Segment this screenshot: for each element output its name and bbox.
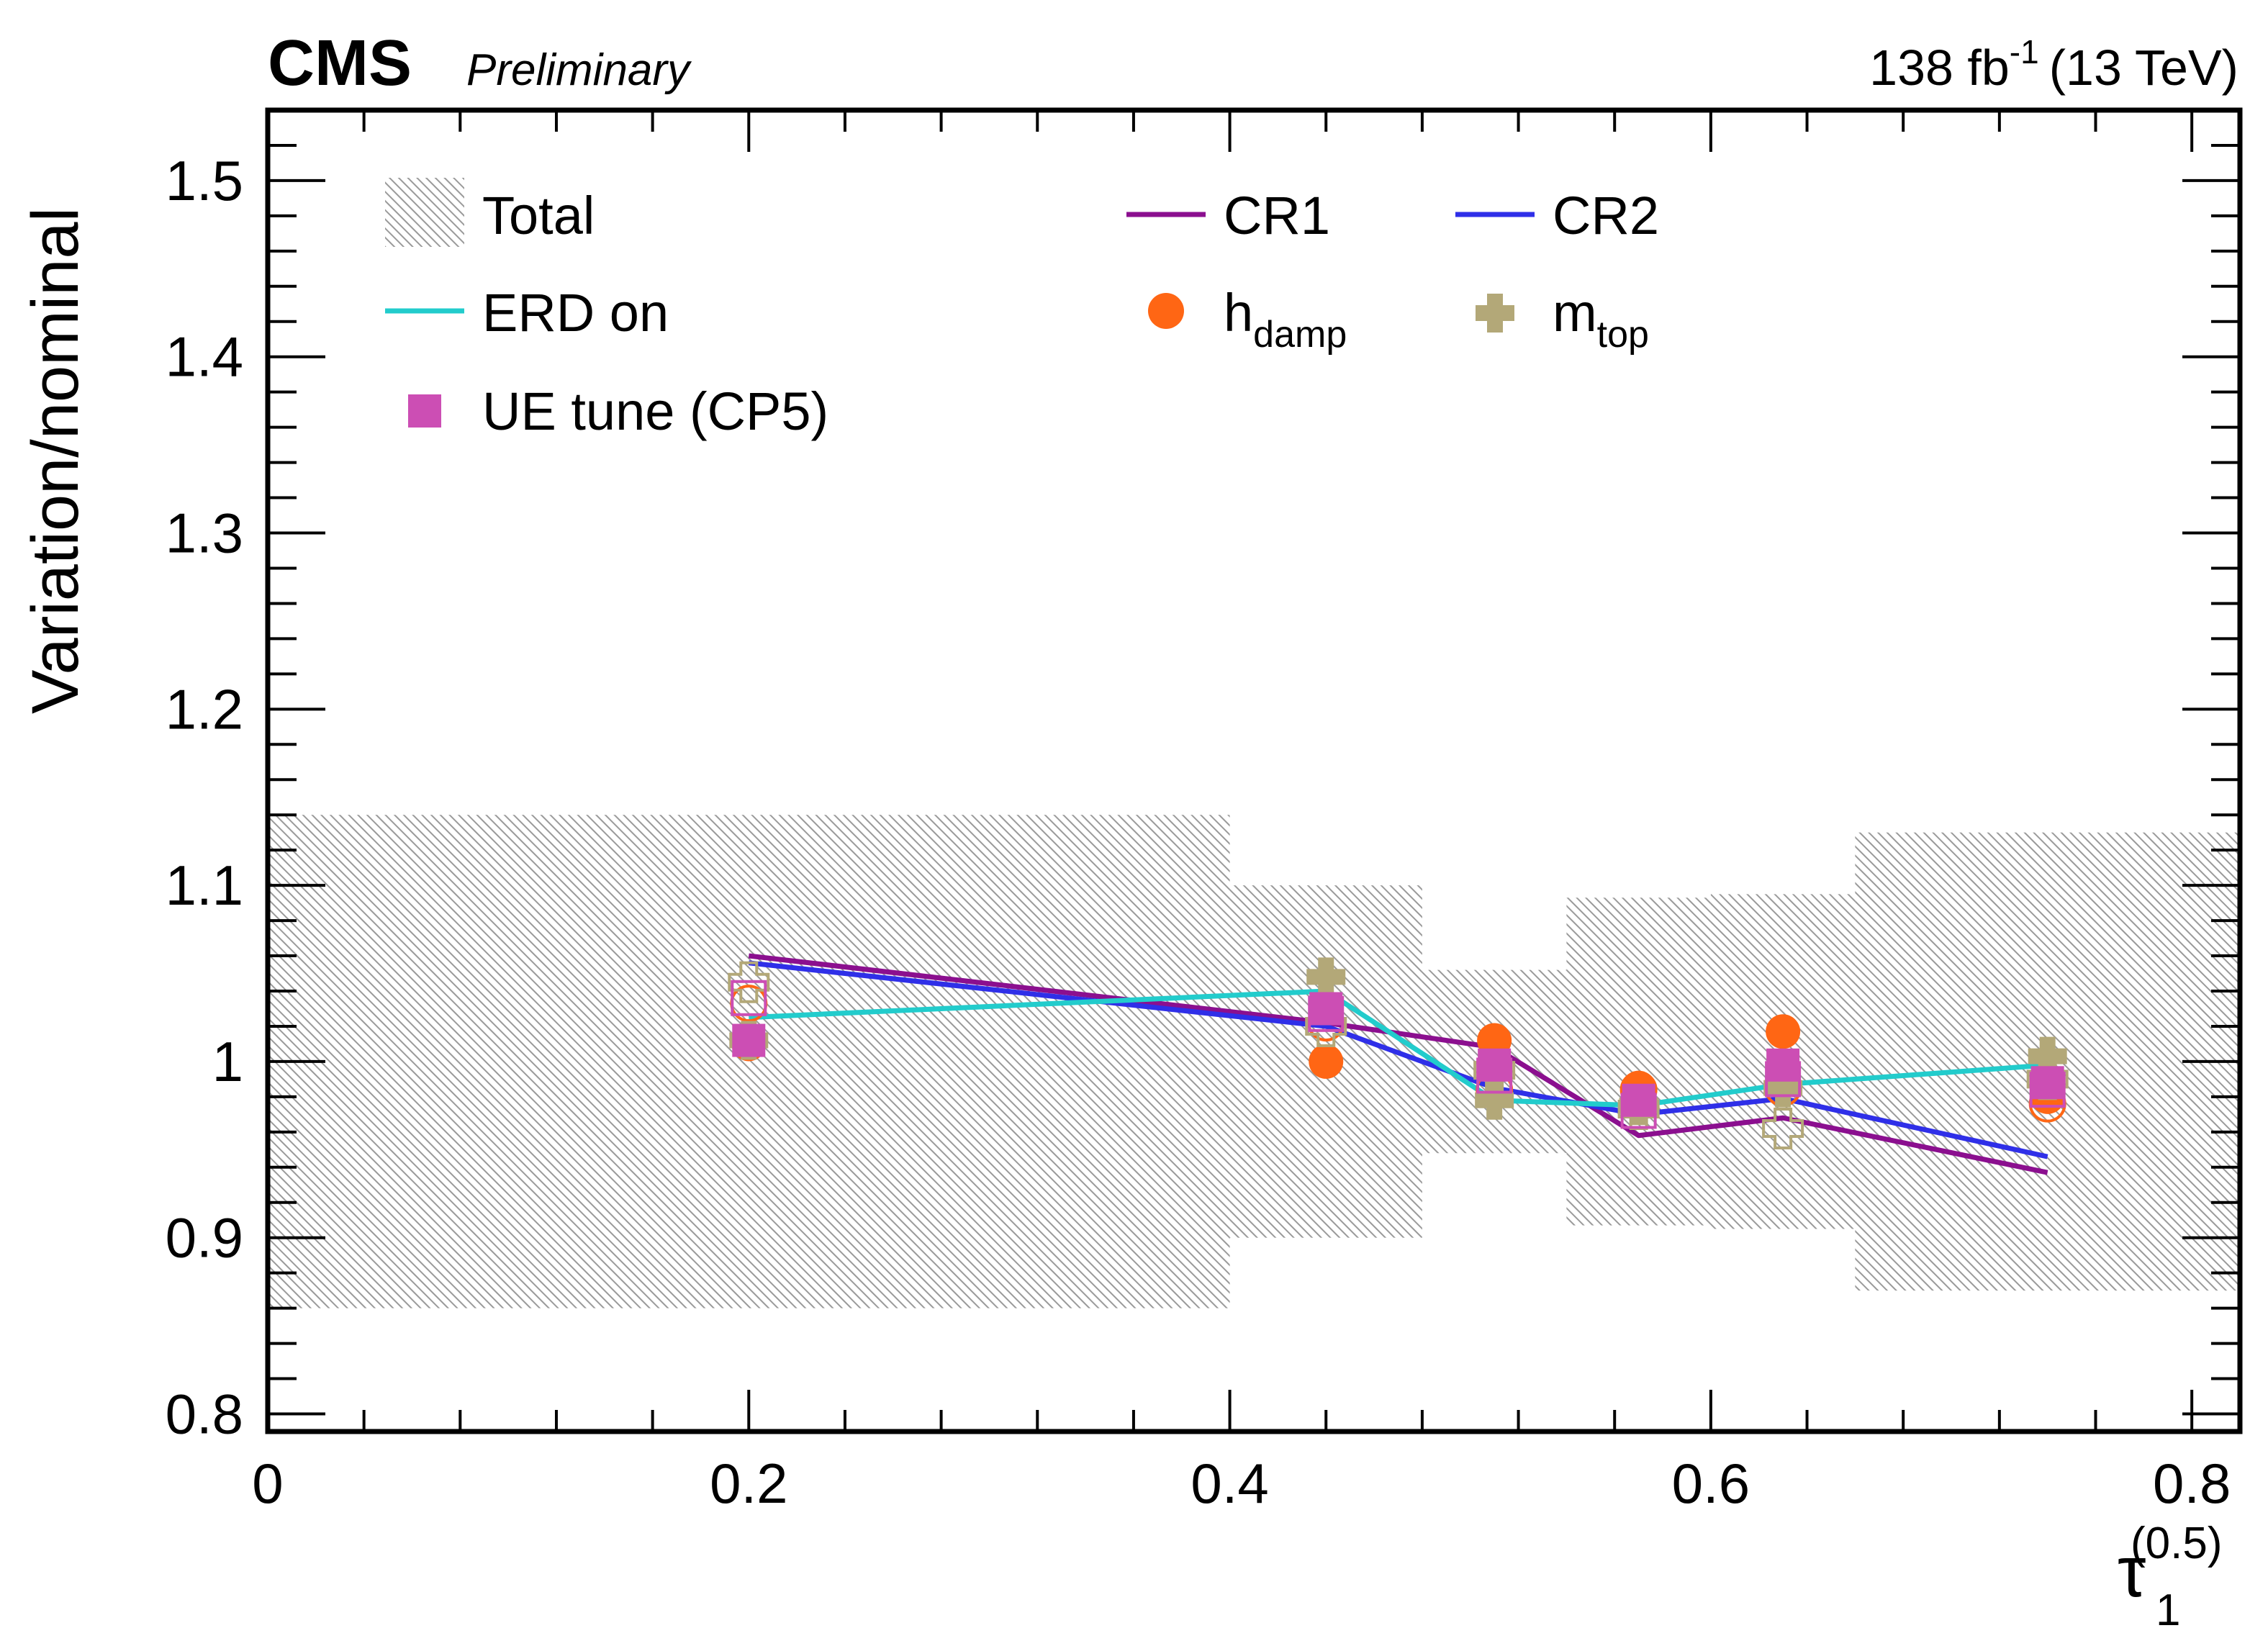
x-axis-subscript: 1 [2156,1586,2180,1628]
x-tick-label-2: 0.4 [1191,1452,1268,1515]
y-tick-label-0: 0.8 [166,1383,243,1446]
energy-label: (13 TeV) [2049,40,2238,96]
y-tick-label-2: 1 [212,1030,243,1093]
y-axis-title: Variation/nominal [19,207,92,714]
legend-total-swatch [385,178,464,247]
marker-ue-up-0 [732,1023,766,1057]
plot-frame [265,107,2243,1434]
legend-mtop-sub: top [1597,314,1649,356]
legend-mtop-main: m [1553,283,1597,343]
lumi-exponent: -1 [2010,33,2039,71]
marker-mtop-down-0 [728,961,770,1003]
x-axis-symbol: τ [2118,1532,2146,1612]
x-tick-label-1: 0.2 [710,1452,787,1515]
lumi-value: 138 fb [1869,40,2010,96]
legend-erd-label: ERD on [482,283,669,343]
marker-ue-down-0 [731,980,767,1016]
legend-cr1-label: CR1 [1224,186,1330,245]
y-tick-label-1: 0.9 [166,1206,243,1270]
marker-mtop-up-1 [1306,957,1346,997]
band-bin-0 [268,815,1230,1308]
x-tick-label-4: 0.8 [2153,1452,2231,1515]
series-line-erd-on [749,988,2048,1108]
legend-hdamp-sub: damp [1253,314,1347,356]
legend-ue-marker [408,394,441,428]
marker-hdamp-up-1 [1309,1044,1344,1079]
marker-mtop-down-4 [1762,1107,1804,1149]
x-axis-superscript: (0.5) [2131,1519,2222,1568]
marker-mtop-up-2 [1475,1080,1514,1120]
marker-ue-down-5 [2029,1072,2066,1108]
experiment-label: CMS [268,27,412,99]
series-lines [748,953,2048,1175]
legend-hdamp-label: hdamp [1224,283,1347,356]
y-tick-labels: 0.8 0.9 1 1.1 1.2 1.3 1.4 1.5 [166,149,243,1446]
x-tick-label-3: 0.6 [1672,1452,1750,1515]
marker-ue-up-4 [1766,1048,1800,1082]
x-axis-title: τ [2118,1532,2146,1612]
y-tick-label-7: 1.5 [166,149,243,212]
marker-mtop-up-5 [2028,1036,2067,1076]
y-tick-label-3: 1.1 [166,854,243,917]
x-tick-label-0: 0 [252,1452,283,1515]
marker-hdamp-up-4 [1766,1014,1801,1049]
marker-ue-down-4 [1765,1061,1802,1098]
legend-hdamp-main: h [1224,283,1253,343]
marker-mtop-up-4 [1763,1068,1803,1108]
marker-ue-down-1 [1308,995,1345,1032]
band-bin-3 [1566,897,1711,1226]
legend-cr2-label: CR2 [1553,186,1659,245]
marker-ue-down-2 [1476,1057,1513,1094]
legend-ue-label: UE tune (CP5) [482,381,828,441]
marker-ue-up-5 [2030,1066,2064,1100]
axis-ticks [266,109,2240,1432]
y-tick-label-5: 1.3 [166,502,243,565]
status-label: Preliminary [466,45,692,95]
lumi-label: 138 fb-1 (13 TeV) [1869,33,2238,96]
marker-ue-up-3 [1622,1083,1655,1117]
uncertainty-band [268,815,2240,1308]
marker-ue-down-3 [1620,1093,1657,1129]
y-tick-label-4: 1.2 [166,677,243,741]
series-line-cr1 [748,953,2048,1175]
x-tick-labels: 0 0.2 0.4 0.6 0.8 [252,1452,2231,1515]
series-markers [728,957,2069,1149]
legend-mtop-marker [1476,294,1514,333]
legend-total-label: Total [482,186,595,245]
legend-hdamp-marker [1148,293,1184,329]
marker-ue-up-2 [1478,1048,1512,1082]
y-tick-label-6: 1.4 [166,325,243,389]
legend: Total ERD on UE tune (CP5) CR1 CR2 hdamp… [385,178,1659,441]
legend-mtop-label: mtop [1553,283,1649,356]
